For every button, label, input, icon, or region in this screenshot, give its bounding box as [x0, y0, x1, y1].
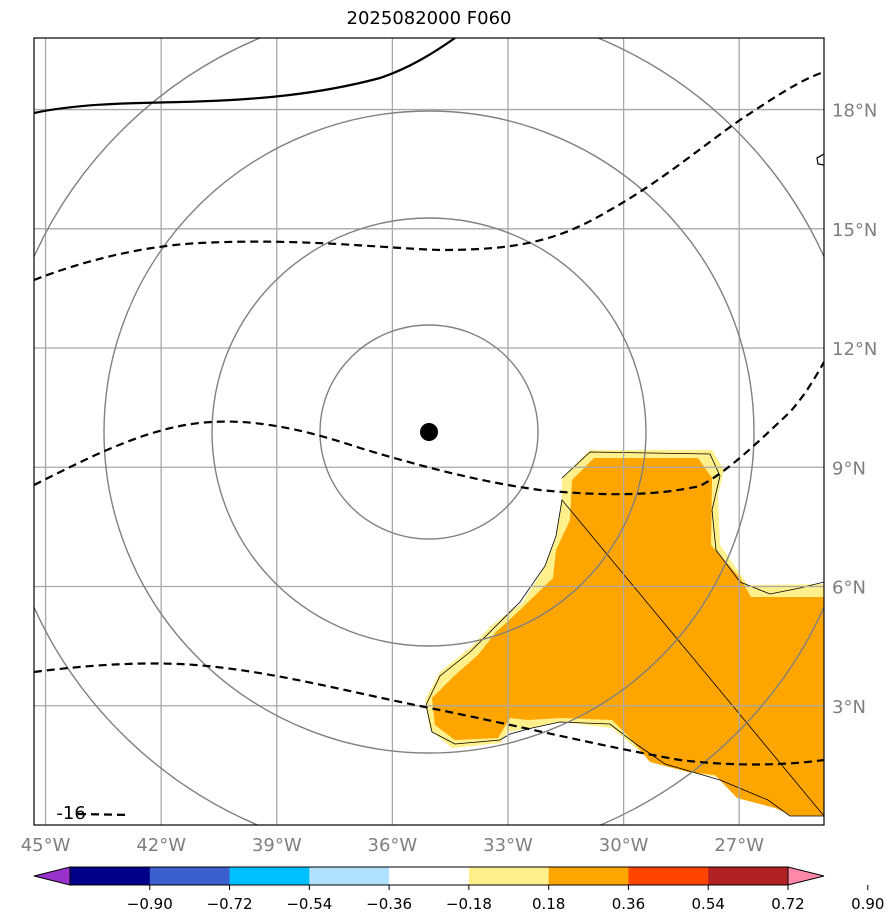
- colorbar-tick-label: 0.54: [692, 895, 725, 913]
- colorbar-tick-label: 0.18: [532, 895, 565, 913]
- contour-dashed-2: [34, 361, 824, 496]
- latitude-label: 9°N: [832, 458, 866, 479]
- map-frame: [33, 37, 825, 826]
- latitude-label: 18°N: [832, 101, 877, 122]
- colorbar-tick-label: −0.90: [127, 895, 173, 913]
- longitude-label: 39°W: [252, 835, 302, 856]
- longitude-label: 42°W: [136, 835, 186, 856]
- dashed-contours: [34, 70, 824, 817]
- colorbar-tick-label: 0.72: [771, 895, 804, 913]
- latitude-labels: 3°N 6°N 9°N 12°N 15°N 18°N: [832, 101, 877, 718]
- colorbar-tick-label: 0.90: [851, 895, 884, 913]
- coastline-fragment: [816, 153, 824, 166]
- shaded-region-inner: [432, 458, 824, 816]
- contour-dashed-1: [34, 70, 824, 282]
- longitude-labels: 45°W 42°W 39°W 36°W 33°W 30°W 27°W: [21, 835, 765, 856]
- colorbar-segment: [548, 867, 629, 885]
- latitude-label: 6°N: [832, 578, 866, 599]
- longitude-label: 27°W: [714, 835, 764, 856]
- longitude-label: 33°W: [483, 835, 533, 856]
- range-ring-3: [103, 110, 755, 754]
- longitude-label: 36°W: [368, 835, 418, 856]
- contour-dashed-3: [34, 662, 824, 766]
- latitude-label: 15°N: [832, 220, 877, 241]
- colorbar-extend-high: [787, 866, 825, 886]
- range-rings: [34, 38, 824, 825]
- colorbar-frame: [69, 866, 789, 886]
- colorbar-segment: [389, 867, 470, 885]
- range-ring-2: [211, 217, 647, 647]
- storm-center-marker: [420, 423, 438, 441]
- colorbar-segment: [628, 867, 709, 885]
- contour-label: -16: [56, 803, 85, 824]
- colorbar-segment: [468, 867, 550, 885]
- colorbar: −0.90 −0.72 −0.54 −0.36 −0.18 0.18 0.36 0.54 0.7…: [33, 866, 884, 913]
- colorbar-tick-label: 0.36: [612, 895, 645, 913]
- colorbar-extend-low: [33, 866, 71, 886]
- colorbar-segment: [149, 867, 231, 885]
- contour-solid: [34, 38, 456, 115]
- colorbar-tick-label: −0.72: [207, 895, 253, 913]
- longitude-label: 45°W: [21, 835, 71, 856]
- map-area: [34, 38, 824, 825]
- colorbar-segment: [229, 867, 310, 885]
- lat-lon-grid: [34, 38, 824, 825]
- colorbar-segment: [70, 867, 151, 885]
- latitude-label: 12°N: [832, 339, 877, 360]
- longitude-label: 30°W: [599, 835, 649, 856]
- colorbar-segment: [309, 867, 390, 885]
- colorbar-tick-label: −0.36: [366, 895, 412, 913]
- colorbar-segment: [708, 867, 789, 885]
- map-title: 2025082000 F060: [346, 8, 512, 29]
- colorbar-tick-label: −0.18: [446, 895, 492, 913]
- contour-dashed-4: [77, 812, 131, 817]
- latitude-label: 3°N: [832, 697, 866, 718]
- colorbar-tick-label: −0.54: [286, 895, 332, 913]
- range-ring-1: [319, 324, 539, 540]
